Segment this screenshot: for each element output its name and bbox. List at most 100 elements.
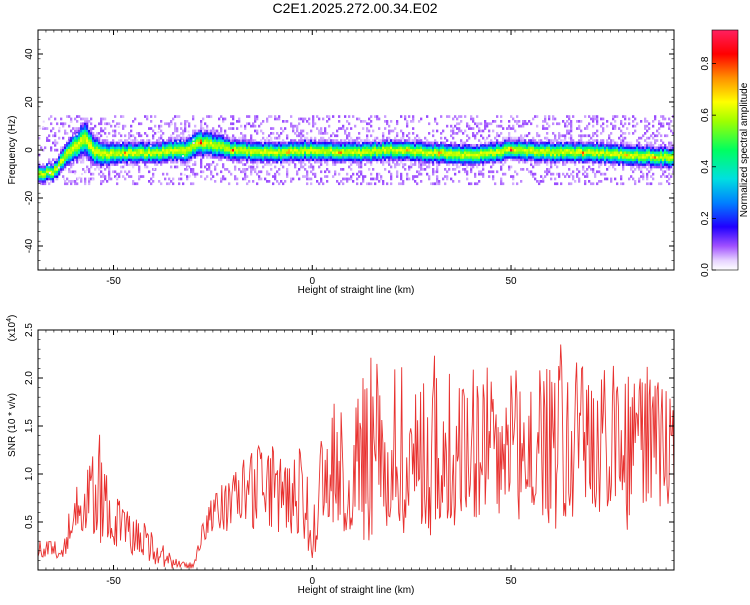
heatmap-cell bbox=[60, 118, 62, 121]
heatmap-cell bbox=[346, 173, 348, 176]
heatmap-cell bbox=[184, 168, 186, 171]
heatmap-y-axis-label: Frequency (Hz) bbox=[7, 116, 18, 185]
heatmap-cell bbox=[348, 144, 350, 147]
heatmap-cell bbox=[650, 158, 652, 161]
heatmap-cell bbox=[520, 142, 522, 145]
heatmap-cell bbox=[608, 146, 610, 149]
heatmap-cell bbox=[128, 170, 130, 173]
heatmap-cell bbox=[574, 156, 576, 159]
heatmap-cell bbox=[296, 130, 298, 133]
heatmap-cell bbox=[464, 149, 466, 152]
heatmap-cell bbox=[650, 142, 652, 145]
heatmap-cell bbox=[68, 170, 70, 173]
heatmap-cell bbox=[108, 163, 110, 166]
heatmap-cell bbox=[150, 120, 152, 123]
heatmap-cell bbox=[194, 146, 196, 149]
heatmap-cell bbox=[274, 161, 276, 164]
heatmap-cell bbox=[638, 156, 640, 159]
heatmap-cell bbox=[216, 134, 218, 137]
heatmap-cell bbox=[162, 161, 164, 164]
heatmap-cell bbox=[588, 149, 590, 152]
heatmap-cell bbox=[544, 158, 546, 161]
heatmap-cell bbox=[428, 156, 430, 159]
heatmap-cell bbox=[230, 151, 232, 154]
heatmap-cell bbox=[602, 158, 604, 161]
heatmap-cell bbox=[354, 151, 356, 154]
heatmap-cell bbox=[610, 149, 612, 152]
heatmap-cell bbox=[478, 154, 480, 157]
heatmap-cell bbox=[254, 151, 256, 154]
heatmap-cell bbox=[454, 168, 456, 171]
heatmap-cell bbox=[386, 149, 388, 152]
heatmap-cell bbox=[564, 175, 566, 178]
heatmap-cell bbox=[278, 144, 280, 147]
heatmap-cell bbox=[106, 146, 108, 149]
heatmap-cell bbox=[280, 151, 282, 154]
heatmap-cell bbox=[414, 149, 416, 152]
heatmap-cell bbox=[40, 168, 42, 171]
heatmap-cell bbox=[446, 154, 448, 157]
heatmap-cell bbox=[468, 125, 470, 128]
heatmap-cell bbox=[234, 144, 236, 147]
heatmap-cell bbox=[590, 151, 592, 154]
heatmap-cell bbox=[570, 142, 572, 145]
heatmap-cell bbox=[436, 149, 438, 152]
heatmap-cell bbox=[354, 154, 356, 157]
heatmap-cell bbox=[354, 149, 356, 152]
heatmap-cell bbox=[164, 149, 166, 152]
heatmap-cell bbox=[652, 125, 654, 128]
heatmap-cell bbox=[282, 144, 284, 147]
heatmap-cell bbox=[62, 166, 64, 169]
heatmap-cell bbox=[520, 144, 522, 147]
heatmap-cell bbox=[532, 137, 534, 140]
heatmap-speck bbox=[150, 145, 152, 147]
heatmap-cell bbox=[422, 156, 424, 159]
heatmap-cell bbox=[408, 156, 410, 159]
heatmap-cell bbox=[662, 142, 664, 145]
heatmap-cell bbox=[150, 149, 152, 152]
heatmap-cell bbox=[612, 154, 614, 157]
heatmap-cell bbox=[380, 156, 382, 159]
heatmap-cell bbox=[334, 163, 336, 166]
heatmap-cell bbox=[204, 139, 206, 142]
heatmap-cell bbox=[452, 158, 454, 161]
heatmap-cell bbox=[410, 144, 412, 147]
heatmap-cell bbox=[104, 139, 106, 142]
heatmap-cell bbox=[194, 151, 196, 154]
heatmap-cell bbox=[82, 144, 84, 147]
heatmap-cell bbox=[570, 182, 572, 185]
heatmap-cell bbox=[226, 146, 228, 149]
heatmap-cell bbox=[94, 146, 96, 149]
heatmap-cell bbox=[356, 156, 358, 159]
heatmap-cell bbox=[178, 146, 180, 149]
heatmap-cell bbox=[474, 158, 476, 161]
heatmap-cell bbox=[276, 158, 278, 161]
heatmap-cell bbox=[76, 182, 78, 185]
heatmap-cell bbox=[598, 156, 600, 159]
heatmap-cell bbox=[284, 180, 286, 183]
heatmap-cell bbox=[174, 122, 176, 125]
heatmap-cell bbox=[554, 154, 556, 157]
heatmap-cell bbox=[596, 146, 598, 149]
heatmap-cell bbox=[636, 146, 638, 149]
heatmap-cell bbox=[100, 122, 102, 125]
heatmap-cell bbox=[300, 146, 302, 149]
heatmap-cell bbox=[220, 130, 222, 133]
heatmap-cell bbox=[412, 132, 414, 135]
heatmap-cell bbox=[610, 178, 612, 181]
heatmap-cell bbox=[564, 163, 566, 166]
heatmap-cell bbox=[88, 156, 90, 159]
heatmap-cell bbox=[118, 173, 120, 176]
heatmap-cell bbox=[300, 158, 302, 161]
heatmap-cell bbox=[452, 137, 454, 140]
heatmap-cell bbox=[104, 118, 106, 121]
heatmap-cell bbox=[156, 158, 158, 161]
heatmap-cell bbox=[290, 178, 292, 181]
heatmap-cell bbox=[268, 139, 270, 142]
heatmap-cell bbox=[76, 142, 78, 145]
heatmap-cell bbox=[70, 154, 72, 157]
heatmap-cell bbox=[560, 139, 562, 142]
heatmap-cell bbox=[584, 115, 586, 118]
heatmap-cell bbox=[470, 182, 472, 185]
heatmap-cell bbox=[272, 144, 274, 147]
